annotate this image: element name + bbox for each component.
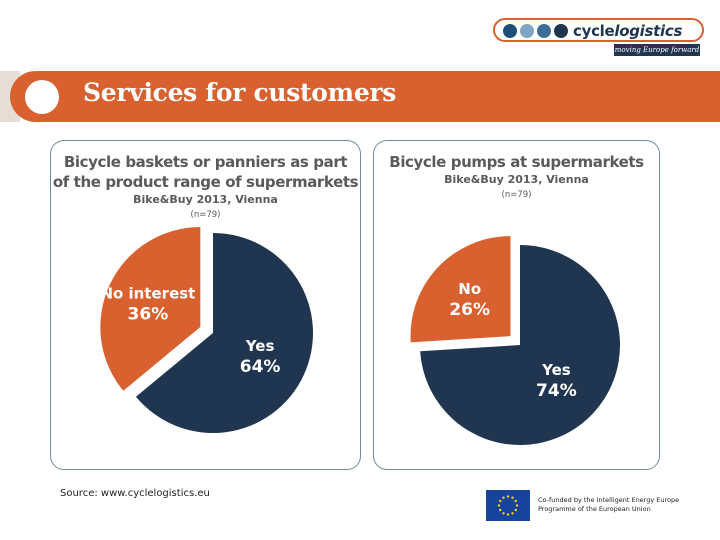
eu-star xyxy=(506,495,510,498)
slice-category-label: Yes xyxy=(541,361,571,379)
eu-star xyxy=(514,499,517,503)
title-band: Services for customers xyxy=(0,71,720,122)
band-circle xyxy=(25,80,59,114)
eu-funding-line2: Programme of the European Union xyxy=(538,505,651,513)
cyclelogistics-logo: cyclelogistics moving Europe forward xyxy=(493,18,706,58)
pie-slice-no-interest xyxy=(100,227,201,391)
slice-value-label: 74% xyxy=(536,381,577,401)
pie-slice-no xyxy=(410,236,511,343)
pie-chart-baskets: Yes 64% No interest 36% xyxy=(100,227,314,433)
eu-star xyxy=(497,504,501,507)
logo-dot xyxy=(537,24,551,38)
eu-funding-note: Co-funded by the Intelligent Energy Euro… xyxy=(538,496,679,514)
chart-subtitle: Bike&Buy 2013, Vienna xyxy=(444,173,589,186)
logo-word-plain: cycle xyxy=(573,22,615,40)
eu-star xyxy=(514,508,517,512)
chart-sample-size: (n=79) xyxy=(501,190,532,200)
chart-title-line2: of the product range of supermarkets xyxy=(52,173,359,191)
eu-flag-icon xyxy=(486,490,530,521)
pie-slice-yes xyxy=(420,245,621,445)
eu-star xyxy=(511,512,514,515)
slice-category-label: No xyxy=(458,280,481,298)
eu-star xyxy=(499,508,502,512)
chart-subtitle: Bike&Buy 2013, Vienna xyxy=(133,193,278,206)
page-title: Services for customers xyxy=(83,78,397,107)
eu-star xyxy=(499,499,502,503)
chart-panel-baskets: Bicycle baskets or panniers as part of t… xyxy=(50,140,361,470)
eu-funding-line1: Co-funded by the Intelligent Energy Euro… xyxy=(538,496,680,504)
slice-value-label: 36% xyxy=(128,304,169,324)
pie-chart-pumps: Yes 74% No 26% xyxy=(410,236,621,445)
band-bar xyxy=(10,71,720,122)
slice-category-label: No interest xyxy=(100,284,195,302)
chart-title-line1: Bicycle pumps at supermarkets xyxy=(389,153,644,171)
logo-word-italic: logistics xyxy=(614,22,683,40)
slice-value-label: 26% xyxy=(449,300,490,320)
eu-star xyxy=(515,504,519,507)
eu-star xyxy=(502,496,505,499)
chart-sample-size: (n=79) xyxy=(190,210,221,220)
eu-star xyxy=(502,512,505,515)
source-note: Source: www.cyclelogistics.eu xyxy=(60,488,210,499)
eu-star xyxy=(511,496,514,499)
slice-category-label: Yes xyxy=(245,337,275,355)
logo-wordmark: cyclelogistics xyxy=(573,22,682,40)
logo-pill: cyclelogistics xyxy=(493,18,704,42)
chart-panel-pumps: Bicycle pumps at supermarkets Bike&Buy 2… xyxy=(373,140,660,470)
logo-tagline: moving Europe forward xyxy=(614,44,700,56)
logo-dot xyxy=(554,24,568,38)
pie-slice-yes xyxy=(135,233,314,433)
logo-dot xyxy=(520,24,534,38)
chart-title-line1: Bicycle baskets or panniers as part xyxy=(63,153,348,171)
logo-dot xyxy=(503,24,517,38)
eu-star xyxy=(506,513,510,516)
slice-value-label: 64% xyxy=(240,357,281,377)
